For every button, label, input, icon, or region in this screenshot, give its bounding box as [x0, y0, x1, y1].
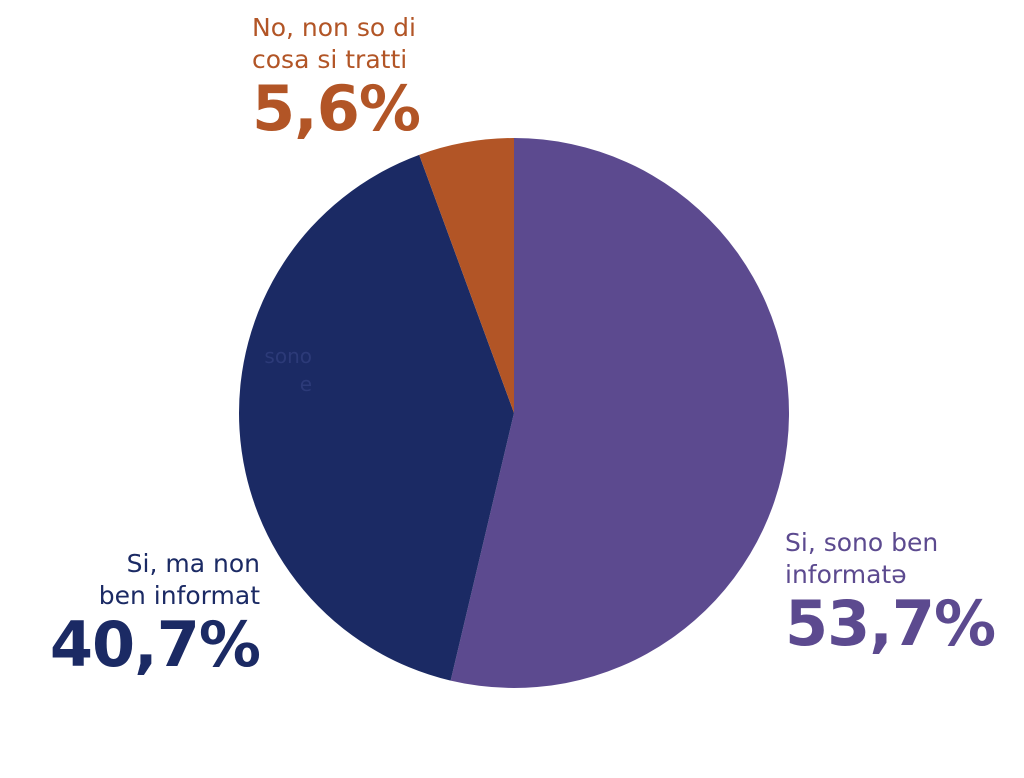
- slice-value: 40,7%: [49, 608, 261, 681]
- slice-name-line: No, non so di: [252, 13, 416, 42]
- faded-label-text: sono e: [264, 344, 312, 396]
- slice-label-not-well-informed: Si, ma non ben informat 40,7%: [40, 548, 261, 681]
- slice-value: 5,6%: [252, 72, 421, 145]
- pie-slice-unaware: [419, 138, 514, 413]
- slice-name-line: Si, ma non: [126, 549, 260, 578]
- slice-label-unaware: No, non so di cosa si tratti 5,6%: [252, 12, 421, 145]
- pie-slice-informed: [450, 138, 790, 688]
- slice-name-line: Si, sono ben: [785, 528, 939, 557]
- pie-slices: [239, 138, 790, 688]
- slice-name-line: informatə: [785, 560, 907, 589]
- slice-value: 53,7%: [785, 587, 996, 660]
- pie-slice-not-well-informed: [239, 154, 514, 681]
- slice-name-line: cosa si tratti: [252, 45, 408, 74]
- slice-name-line: ben informat: [98, 581, 260, 610]
- slice-label-informed: Si, sono ben informatə 53,7%: [785, 527, 996, 660]
